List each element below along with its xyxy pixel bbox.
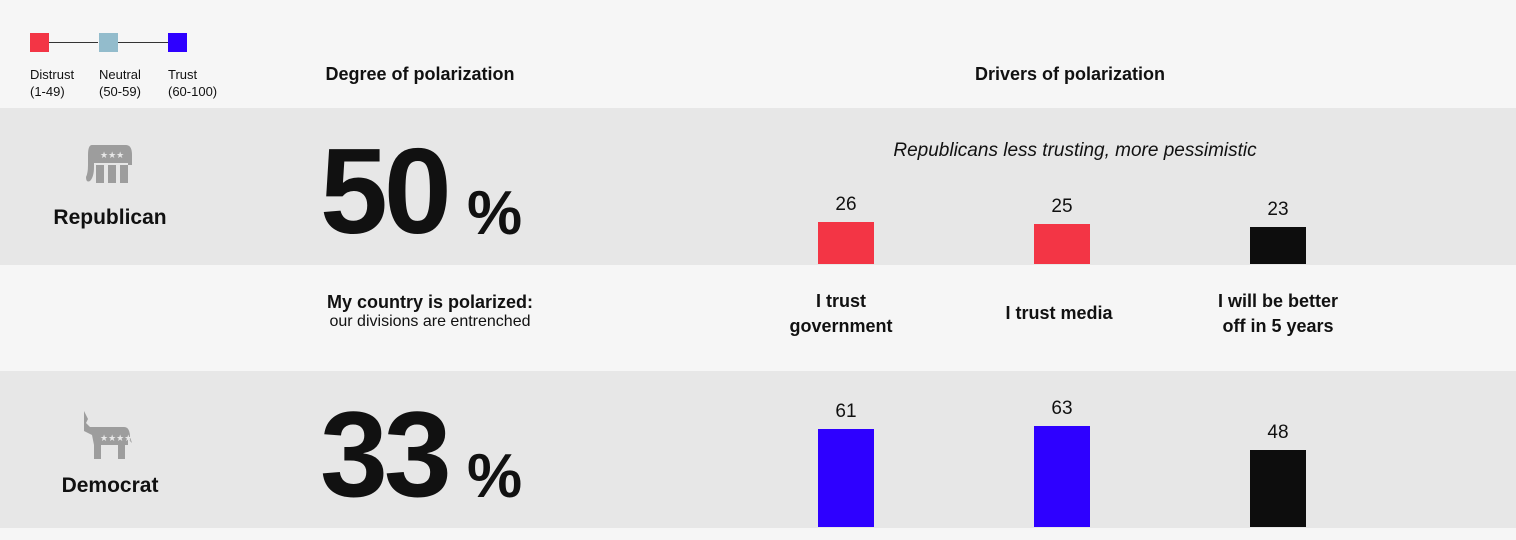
statement-bold: My country is polarized:	[326, 292, 534, 312]
republican-subtitle: Republicans less trusting, more pessimis…	[893, 140, 1257, 161]
bar-label-republican-media: 25	[1051, 196, 1073, 217]
polarization-value-republican: 50	[320, 123, 452, 259]
bar-label-republican-government: 26	[835, 194, 857, 216]
bar-republican-media	[1034, 224, 1090, 264]
percent-sign-republican: %	[467, 179, 523, 248]
percent-sign-democrat: %	[467, 442, 523, 511]
bar-democrat-media	[1034, 426, 1090, 527]
degree-header: Degree of polarization	[325, 64, 515, 84]
bar-label-democrat-government: 61	[835, 401, 857, 423]
legend-swatch-distrust	[30, 33, 49, 52]
bar-democrat-government	[818, 429, 874, 527]
legend-label-trust: Trust (60-100)	[168, 67, 218, 99]
legend-connector	[118, 42, 168, 43]
bar-republican-government	[818, 222, 874, 264]
legend-label-distrust: Distrust (1-49)	[30, 67, 75, 99]
elephant-icon: ★★★	[86, 145, 132, 183]
donkey-icon: ★★★★	[84, 411, 132, 459]
legend-connector	[49, 42, 98, 43]
polarization-value-democrat: 33	[320, 386, 452, 522]
bar-label-democrat-better-off: 48	[1267, 422, 1289, 444]
legend-swatch-trust	[168, 33, 187, 52]
svg-text:★★★: ★★★	[100, 151, 124, 161]
drivers-header: Drivers of polarization	[974, 64, 1166, 84]
polarization-statement: My country is polarized: our divisions a…	[250, 292, 610, 331]
statement-normal: our divisions are entrenched	[329, 313, 531, 330]
category-label-media: I trust media	[1005, 303, 1113, 323]
party-label-republican: Republican	[53, 206, 167, 229]
legend-label-neutral: Neutral (50-59)	[99, 67, 141, 99]
bar-label-democrat-media: 63	[1051, 398, 1073, 420]
category-label-government: I trust government	[789, 291, 893, 336]
party-label-democrat: Democrat	[61, 474, 159, 497]
category-label-better-off: I will be better off in 5 years	[1217, 291, 1339, 336]
svg-text:★★★★: ★★★★	[100, 434, 132, 444]
bar-republican-better-off	[1250, 227, 1306, 264]
bar-label-republican-better-off: 23	[1267, 199, 1289, 221]
legend-swatch-neutral	[99, 33, 118, 52]
bar-democrat-better-off	[1250, 450, 1306, 527]
